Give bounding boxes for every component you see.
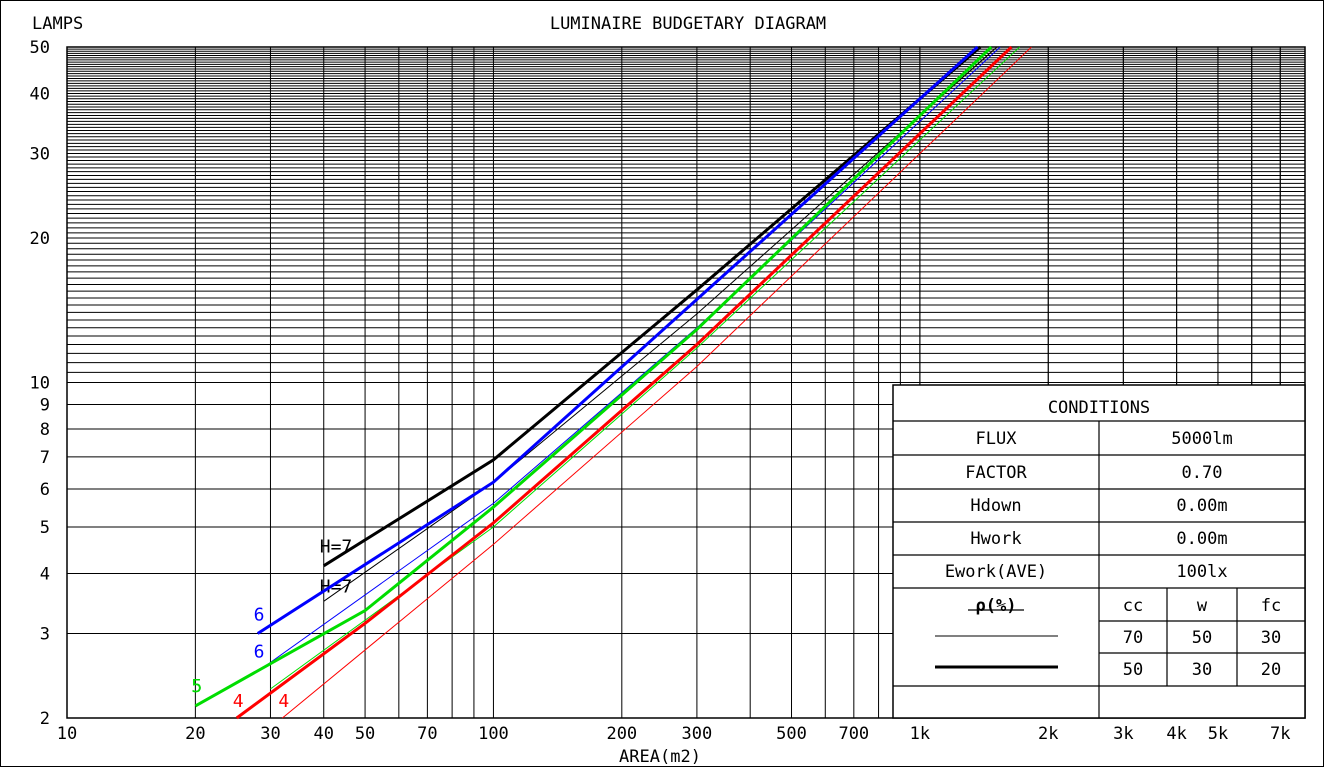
series-thick-line-6 bbox=[235, 45, 1013, 720]
x-tick-label: 50 bbox=[355, 724, 375, 744]
hwork-label: Hwork bbox=[970, 529, 1021, 549]
y-tick-label: 8 bbox=[40, 420, 50, 440]
series-label-6: 4 bbox=[233, 691, 244, 712]
flux-value: 5000lm bbox=[1171, 429, 1232, 449]
plot-area bbox=[66, 46, 1306, 719]
y-tick-labels: 2 3 4 5 6 7 8 910 20 30 40 50 bbox=[30, 38, 50, 729]
rho-header: ρ(%) bbox=[976, 596, 1017, 616]
series-label-3: 6 bbox=[254, 641, 265, 662]
flux-label: FLUX bbox=[976, 429, 1018, 449]
series-label-5: 5 bbox=[191, 676, 202, 697]
y-tick-label: 4 bbox=[40, 565, 50, 585]
y-tick-label: 6 bbox=[40, 480, 50, 500]
y-axis-label: LAMPS bbox=[32, 14, 83, 34]
thin-cc: 70 bbox=[1123, 628, 1143, 648]
hwork-value: 0.00m bbox=[1176, 529, 1227, 549]
series-label-7: 4 bbox=[278, 691, 289, 712]
series-thick-line-4 bbox=[194, 45, 993, 708]
ework-value: 100lx bbox=[1176, 562, 1227, 582]
y-tick-label: 30 bbox=[30, 144, 50, 164]
series-thick-line-2 bbox=[256, 45, 979, 635]
thin-w: 50 bbox=[1192, 628, 1212, 648]
x-tick-label: 30 bbox=[260, 724, 280, 744]
x-axis-label: AREA(m2) bbox=[619, 747, 701, 767]
series-label-2: 6 bbox=[254, 605, 265, 626]
rho-col-cc: cc bbox=[1123, 596, 1143, 616]
x-tick-label: 4k bbox=[1166, 724, 1186, 744]
hdown-value: 0.00m bbox=[1176, 496, 1227, 516]
x-tick-label: 3k bbox=[1113, 724, 1133, 744]
thick-fc: 20 bbox=[1261, 660, 1281, 680]
y-tick-label: 2 bbox=[40, 709, 50, 729]
thick-w: 30 bbox=[1192, 660, 1212, 680]
hdown-label: Hdown bbox=[970, 496, 1021, 516]
y-tick-label: 10 bbox=[30, 374, 50, 394]
y-tick-label: 7 bbox=[40, 448, 50, 468]
rho-col-fc: fc bbox=[1261, 596, 1281, 616]
chart-title: LUMINAIRE BUDGETARY DIAGRAM bbox=[550, 14, 826, 34]
y-tick-label: 5 bbox=[40, 518, 50, 538]
x-tick-label: 7k bbox=[1270, 724, 1290, 744]
x-tick-label: 300 bbox=[682, 724, 713, 744]
x-tick-label: 40 bbox=[314, 724, 334, 744]
x-tick-label: 1k bbox=[910, 724, 930, 744]
x-tick-label: 100 bbox=[478, 724, 509, 744]
series-thin-line-7 bbox=[282, 46, 1032, 719]
y-tick-label: 50 bbox=[30, 38, 50, 58]
y-tick-label: 20 bbox=[30, 229, 50, 249]
factor-value: 0.70 bbox=[1182, 463, 1223, 483]
x-tick-label: 500 bbox=[776, 724, 807, 744]
series-label-1: H=7 bbox=[320, 576, 353, 597]
x-tick-label: 5k bbox=[1208, 724, 1228, 744]
conditions-table: CONDITIONS FLUX 5000lm FACTOR 0.70 Hdown… bbox=[892, 384, 1306, 719]
thin-fc: 30 bbox=[1261, 628, 1281, 648]
ework-label: Ework(AVE) bbox=[945, 562, 1047, 582]
thick-cc: 50 bbox=[1123, 660, 1143, 680]
y-tick-label: 40 bbox=[30, 85, 50, 105]
y-tick-label: 9 bbox=[40, 395, 50, 415]
rho-col-w: w bbox=[1197, 596, 1208, 616]
x-tick-label: 10 bbox=[57, 724, 77, 744]
x-tick-label: 70 bbox=[417, 724, 437, 744]
series-label-0: H=7 bbox=[320, 536, 353, 557]
factor-label: FACTOR bbox=[965, 463, 1027, 483]
x-tick-label: 2k bbox=[1038, 724, 1058, 744]
x-tick-labels: 10 20 30 40 50 70 100 200 300 500 700 1k 2k 3k 4k 5k 7k bbox=[57, 724, 1291, 744]
y-tick-label: 3 bbox=[40, 624, 50, 644]
conditions-title: CONDITIONS bbox=[1048, 398, 1150, 418]
x-tick-label: 700 bbox=[838, 724, 869, 744]
x-tick-label: 20 bbox=[185, 724, 205, 744]
x-tick-label: 200 bbox=[606, 724, 637, 744]
series-label-4: 5 bbox=[191, 676, 202, 697]
